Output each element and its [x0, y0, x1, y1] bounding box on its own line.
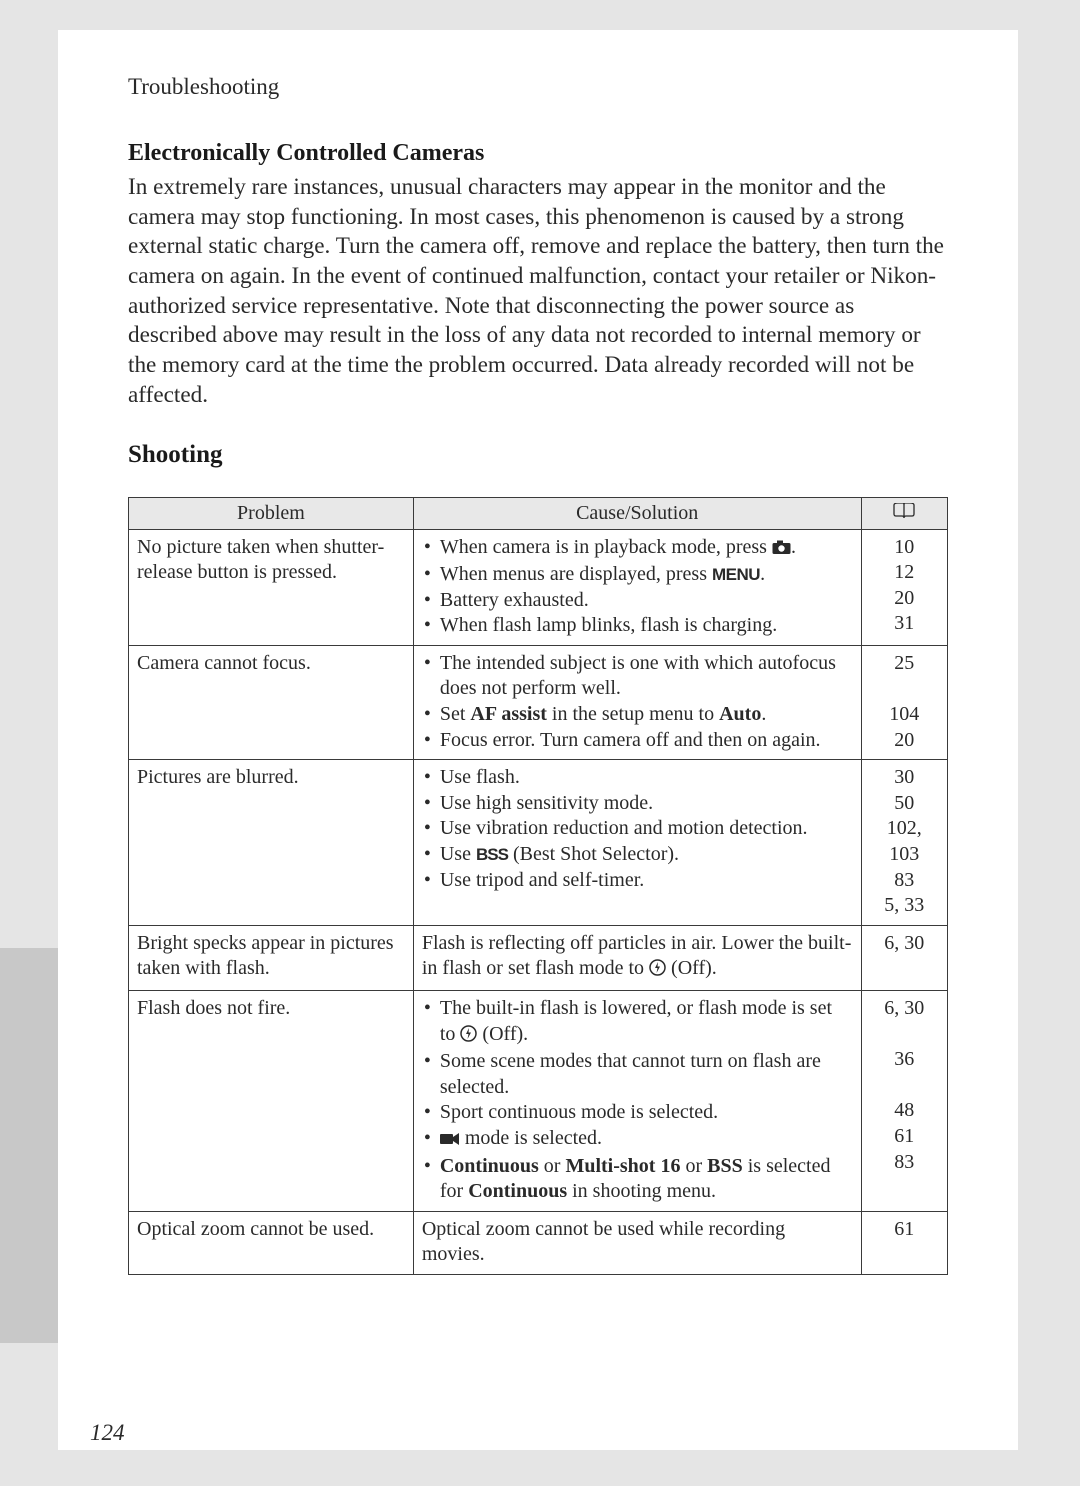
movie-icon	[440, 1128, 460, 1154]
solution-item: When flash lamp blinks, flash is chargin…	[422, 613, 853, 639]
problem-cell: Optical zoom cannot be used.	[129, 1211, 414, 1274]
flash-off-icon	[649, 958, 666, 984]
section-heading: Shooting	[128, 441, 948, 469]
page-ref-cell: 25 10420	[861, 645, 948, 759]
table-row: Optical zoom cannot be used.Optical zoom…	[129, 1211, 948, 1274]
table-row: Bright specks appear in pictures taken w…	[129, 925, 948, 990]
table-row: Pictures are blurred.Use flash.Use high …	[129, 760, 948, 926]
solution-cell: The built-in flash is lowered, or flash …	[413, 991, 861, 1212]
solution-item: Focus error. Turn camera off and then on…	[422, 728, 853, 754]
solution-item: The intended subject is one with which a…	[422, 651, 853, 702]
solution-item: When menus are displayed, press MENU.	[422, 562, 853, 588]
problem-cell: Flash does not fire.	[129, 991, 414, 1212]
book-icon	[893, 502, 915, 525]
problem-cell: Bright specks appear in pictures taken w…	[129, 925, 414, 990]
menu-text-icon: MENU	[712, 565, 760, 584]
table-row: Camera cannot focus.The intended subject…	[129, 645, 948, 759]
solution-item: Battery exhausted.	[422, 588, 853, 614]
side-tab	[0, 948, 58, 1343]
solution-item: Use tripod and self-timer.	[422, 868, 853, 894]
subhead: Electronically Controlled Cameras	[128, 140, 948, 167]
col-solution: Cause/Solution	[413, 497, 861, 529]
header-title: Troubleshooting	[128, 74, 948, 100]
problem-cell: Pictures are blurred.	[129, 760, 414, 926]
solution-item: Some scene modes that cannot turn on fla…	[422, 1049, 853, 1100]
troubleshooting-table: Problem Cause/Solution No picture taken …	[128, 497, 948, 1275]
page-ref-cell: 6, 30 36 486183	[861, 991, 948, 1212]
bss-text-icon: BSS	[476, 845, 508, 864]
page-ref-cell: 61	[861, 1211, 948, 1274]
solution-cell: The intended subject is one with which a…	[413, 645, 861, 759]
page-ref-cell: 10122031	[861, 529, 948, 645]
camera-icon	[772, 537, 791, 563]
table-row: No picture taken when shutter-release bu…	[129, 529, 948, 645]
solution-item: Use flash.	[422, 765, 853, 791]
solution-cell: Use flash.Use high sensitivity mode.Use …	[413, 760, 861, 926]
table-header-row: Problem Cause/Solution	[129, 497, 948, 529]
solution-cell: Optical zoom cannot be used while record…	[413, 1211, 861, 1274]
solution-item: Use vibration reduction and motion detec…	[422, 816, 853, 842]
solution-item: When camera is in playback mode, press .	[422, 535, 853, 563]
problem-cell: No picture taken when shutter-release bu…	[129, 529, 414, 645]
page: Troubleshooting Electronically Controlle…	[58, 30, 1018, 1450]
problem-cell: Camera cannot focus.	[129, 645, 414, 759]
solution-item: Continuous or Multi-shot 16 or BSS is se…	[422, 1154, 853, 1205]
col-problem: Problem	[129, 497, 414, 529]
solution-cell: Flash is reflecting off particles in air…	[413, 925, 861, 990]
solution-item: mode is selected.	[422, 1126, 853, 1154]
intro-paragraph: In extremely rare instances, unusual cha…	[128, 173, 948, 411]
solution-item: Use BSS (Best Shot Selector).	[422, 842, 853, 868]
page-number: 124	[90, 1420, 125, 1446]
solution-item: Set AF assist in the setup menu to Auto.	[422, 702, 853, 728]
solution-item: The built-in flash is lowered, or flash …	[422, 996, 853, 1049]
flash-off-icon	[460, 1024, 477, 1050]
solution-item: Sport continuous mode is selected.	[422, 1100, 853, 1126]
col-page	[861, 497, 948, 529]
page-ref-cell: 6, 30	[861, 925, 948, 990]
page-ref-cell: 3050102, 103835, 33	[861, 760, 948, 926]
solution-cell: When camera is in playback mode, press .…	[413, 529, 861, 645]
table-row: Flash does not fire.The built-in flash i…	[129, 991, 948, 1212]
solution-item: Use high sensitivity mode.	[422, 791, 853, 817]
